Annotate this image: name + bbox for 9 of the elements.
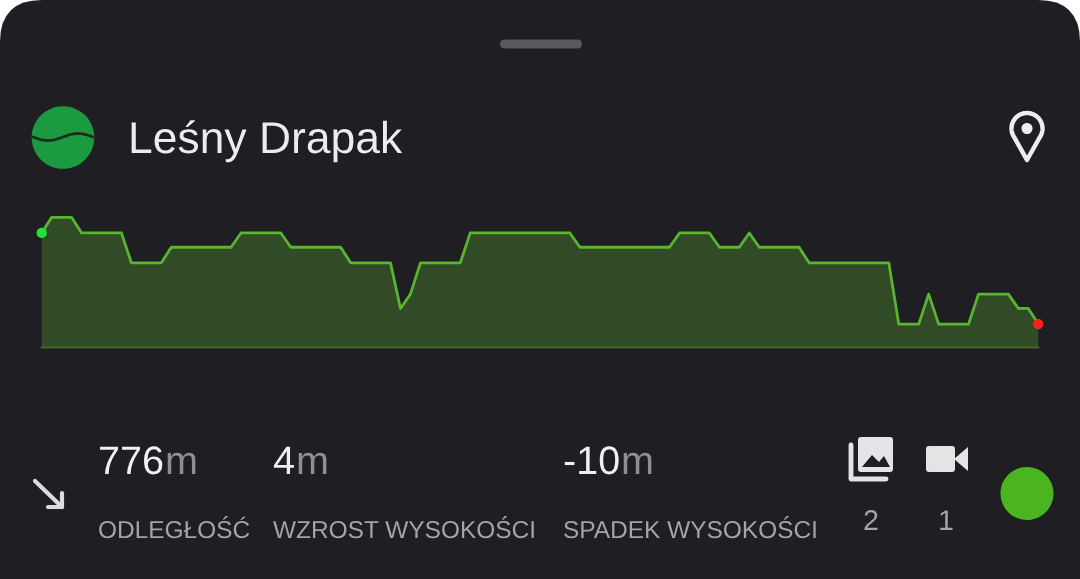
text: WZROST WYSOKOŚCI [273,516,534,539]
text: ODLEGŁOŚĆ [99,516,250,539]
text: 2 [864,510,878,530]
text: 4m [273,446,327,474]
text: 776m [100,446,196,475]
chart-title: Leśny Drapak [131,120,403,163]
text: 1 [940,510,953,530]
text: SPADEK WYSOKOŚCI [564,516,816,539]
text: -10m [564,446,652,475]
